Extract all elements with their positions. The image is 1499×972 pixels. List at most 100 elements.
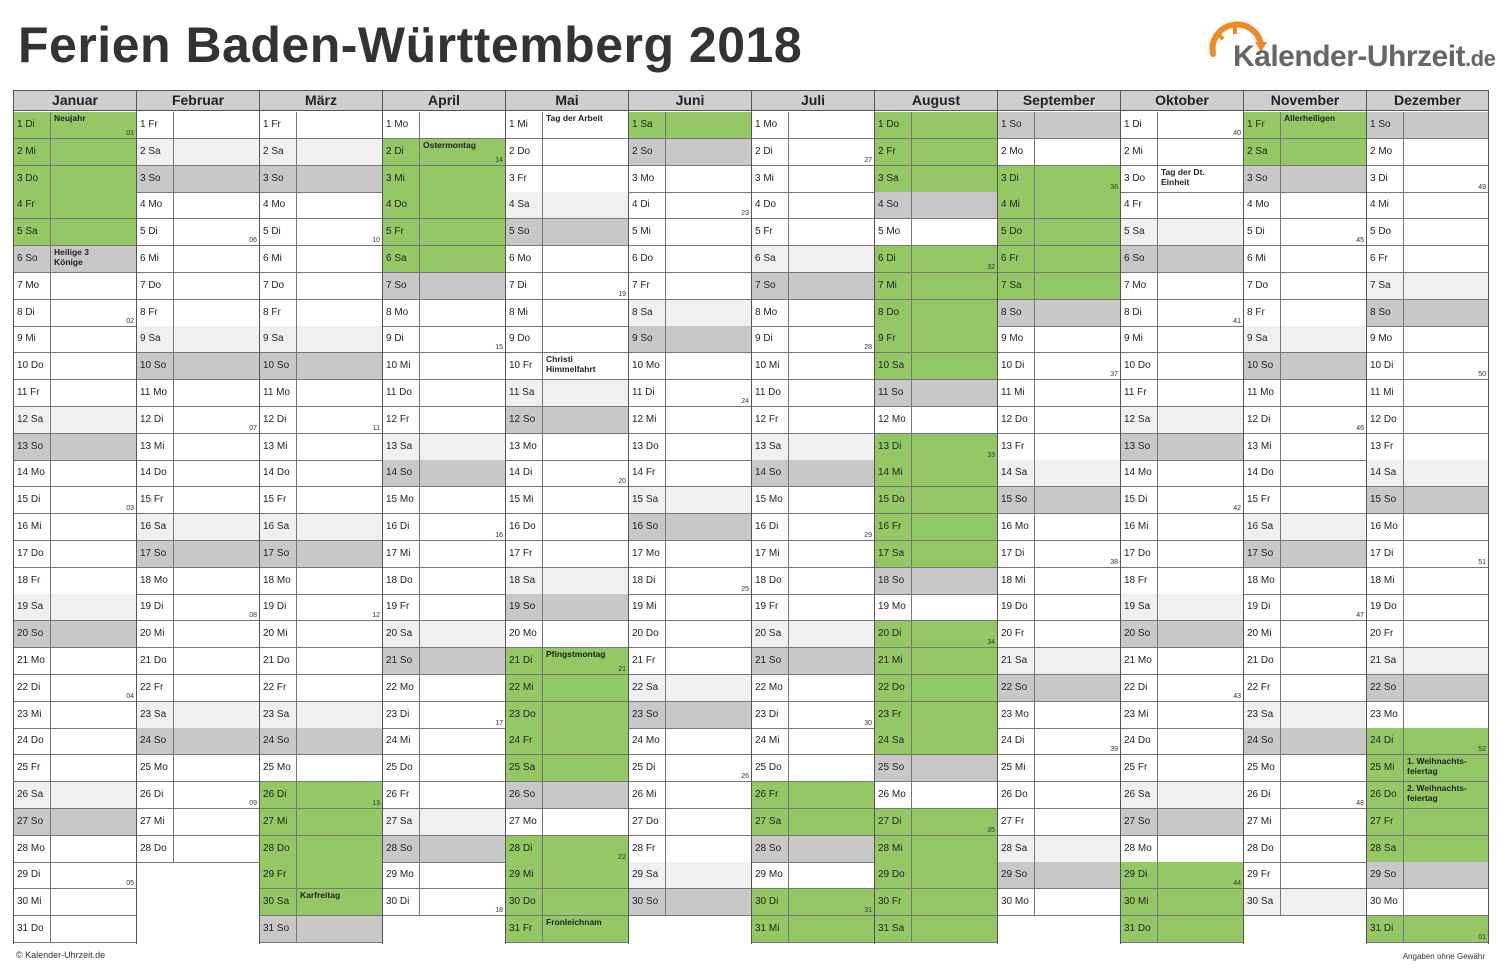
day-entry-area[interactable] [51, 433, 136, 460]
day-entry-area[interactable] [1035, 541, 1120, 567]
day-cell[interactable]: 24 Mi [383, 728, 505, 756]
day-cell[interactable]: 15 Fr [1244, 487, 1366, 515]
day-cell[interactable]: 13 Fr [1367, 433, 1488, 461]
day-entry-area[interactable] [51, 702, 136, 728]
day-cell[interactable]: 12 Mi [629, 406, 751, 434]
day-entry-area[interactable] [1035, 782, 1120, 808]
day-cell[interactable]: 4 Mo [1244, 192, 1366, 220]
day-cell[interactable]: 21 So [752, 648, 874, 675]
day-entry-area[interactable] [912, 460, 997, 487]
day-entry-area[interactable] [789, 326, 874, 352]
day-entry-area[interactable] [1158, 112, 1243, 138]
day-cell[interactable]: 12 Do [998, 406, 1120, 434]
day-entry-area[interactable] [51, 353, 136, 379]
day-cell[interactable]: 17 Mi [383, 540, 505, 568]
day-cell[interactable]: 11 Mo [1244, 380, 1366, 407]
day-cell[interactable]: 9 Sa [1244, 326, 1366, 354]
day-cell[interactable]: 4 Mi [998, 192, 1120, 220]
day-cell[interactable]: 3 So [260, 165, 382, 193]
day-entry-area[interactable] [666, 514, 751, 540]
day-cell[interactable]: 20 Sa [752, 621, 874, 649]
day-entry-area[interactable] [789, 272, 874, 299]
day-entry-area[interactable] [51, 406, 136, 433]
day-cell[interactable]: 24 So [137, 728, 259, 756]
day-cell[interactable]: 7 Do [137, 272, 259, 300]
day-cell[interactable]: 5 Sa [14, 219, 136, 247]
day-entry-area[interactable] [543, 835, 628, 862]
day-entry-area[interactable] [1035, 568, 1120, 594]
day-entry-area[interactable] [789, 353, 874, 379]
day-entry-area[interactable] [174, 353, 259, 380]
day-entry-area[interactable] [543, 621, 628, 647]
day-entry-area[interactable] [1404, 219, 1488, 245]
day-cell[interactable]: 25 Mi 1. Weihnachts- feiertag [1367, 755, 1488, 783]
day-cell[interactable]: 12 Di 46 [1244, 406, 1366, 434]
day-entry-area[interactable] [912, 380, 997, 406]
day-entry-area[interactable] [297, 300, 382, 326]
day-cell[interactable]: 8 Fr [1244, 299, 1366, 327]
day-cell[interactable]: 10 Di 37 [998, 353, 1120, 381]
day-cell[interactable]: 15 So [998, 487, 1120, 515]
day-entry-area[interactable] [1035, 460, 1120, 487]
day-cell[interactable]: 20 Fr [998, 621, 1120, 649]
day-entry-area[interactable] [420, 326, 505, 352]
day-cell[interactable]: 7 Sa [998, 272, 1120, 300]
day-entry-area[interactable] [420, 272, 505, 299]
day-cell[interactable]: 13 Do [629, 433, 751, 461]
day-cell[interactable]: 6 Mo [506, 246, 628, 273]
day-entry-area[interactable] [789, 568, 874, 594]
day-entry-area[interactable] [666, 809, 751, 835]
day-cell[interactable]: 19 Fr [752, 594, 874, 622]
day-cell[interactable]: 18 Do [752, 567, 874, 595]
day-cell[interactable]: 26 Di 13 [260, 782, 382, 809]
day-entry-area[interactable] [543, 406, 628, 433]
day-cell[interactable]: 2 Sa [260, 138, 382, 166]
day-entry-area[interactable] [51, 675, 136, 701]
day-cell[interactable]: 27 Fr [1367, 808, 1488, 836]
day-entry-area[interactable] [789, 889, 874, 916]
day-entry-area[interactable] [789, 460, 874, 487]
day-cell[interactable]: 21 Sa [998, 648, 1120, 675]
day-cell[interactable]: 24 Do [14, 728, 136, 756]
day-cell[interactable]: 10 Mo [629, 353, 751, 381]
day-entry-area[interactable] [543, 326, 628, 352]
day-entry-area[interactable] [420, 246, 505, 272]
day-entry-area[interactable] [297, 138, 382, 165]
day-entry-area[interactable] [297, 192, 382, 218]
day-entry-area[interactable] [789, 808, 874, 835]
day-entry-area[interactable] [543, 809, 628, 835]
day-entry-area[interactable] [912, 648, 997, 674]
day-cell[interactable]: 24 Do [1121, 728, 1243, 756]
day-entry-area[interactable] [420, 460, 505, 487]
day-entry-area[interactable] [543, 487, 628, 513]
day-cell[interactable]: 4 Mi [1367, 192, 1488, 220]
day-entry-area[interactable] [51, 165, 136, 192]
day-entry-area[interactable] [1281, 514, 1366, 540]
day-cell[interactable]: 14 Mo [1121, 460, 1243, 488]
day-entry-area[interactable] [1281, 889, 1366, 916]
day-entry-area[interactable] [912, 862, 997, 889]
day-entry-area[interactable] [297, 514, 382, 540]
day-cell[interactable]: 11 Do [383, 380, 505, 407]
day-cell[interactable]: 8 Mo [383, 299, 505, 327]
day-cell[interactable]: 4 Di 23 [629, 192, 751, 220]
day-entry-area[interactable] [1158, 353, 1243, 379]
day-cell[interactable]: 13 Mi [1244, 433, 1366, 461]
day-cell[interactable]: 13 Di 33 [875, 433, 997, 461]
day-entry-area[interactable] [666, 862, 751, 889]
day-entry-area[interactable] [1158, 192, 1243, 218]
day-cell[interactable]: 24 Mi [752, 728, 874, 756]
day-entry-area[interactable] [912, 567, 997, 594]
day-entry-area[interactable] [174, 380, 259, 406]
day-cell[interactable]: 6 Mi [137, 246, 259, 273]
day-entry-area[interactable] [1404, 594, 1488, 620]
day-entry-area[interactable] [420, 433, 505, 460]
day-entry-area[interactable] [666, 273, 751, 299]
day-entry-area[interactable] [174, 138, 259, 165]
day-cell[interactable]: 2 Do [506, 138, 628, 166]
day-entry-area[interactable] [1158, 702, 1243, 728]
day-entry-area[interactable] [297, 165, 382, 192]
day-cell[interactable]: 21 Mi [875, 648, 997, 675]
day-entry-area[interactable] [1158, 433, 1243, 460]
day-cell[interactable]: 22 Mo [752, 674, 874, 702]
